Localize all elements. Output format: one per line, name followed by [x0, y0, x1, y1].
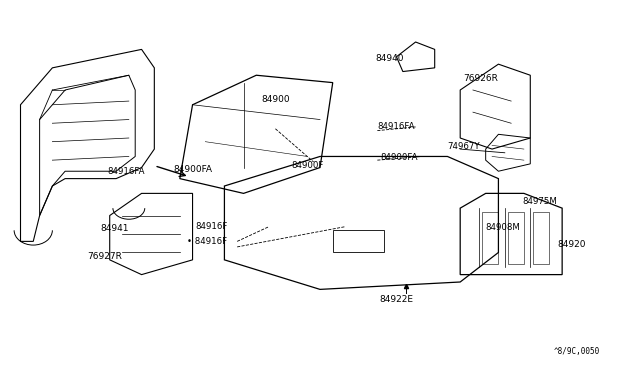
Text: 84920: 84920: [557, 240, 586, 249]
Text: 76927R: 76927R: [87, 251, 122, 261]
Text: 84916FA: 84916FA: [378, 122, 415, 131]
Text: 84916F: 84916F: [195, 222, 228, 231]
Text: • 84916F: • 84916F: [188, 237, 228, 246]
Text: 84941: 84941: [100, 224, 129, 233]
Text: 84922E: 84922E: [380, 295, 413, 304]
Text: 84900FA: 84900FA: [381, 153, 418, 162]
Text: 84975M: 84975M: [523, 197, 557, 206]
Text: 84900: 84900: [261, 95, 290, 104]
Text: 84900FA: 84900FA: [173, 165, 212, 174]
Text: ^8/9C,0050: ^8/9C,0050: [554, 347, 600, 356]
Text: 76926R: 76926R: [463, 74, 499, 83]
Text: 74967Y: 74967Y: [447, 142, 480, 151]
Text: 84900F: 84900F: [291, 161, 323, 170]
Text: 84908M: 84908M: [486, 223, 520, 232]
Text: 84916FA: 84916FA: [107, 167, 145, 176]
Text: 84940: 84940: [376, 54, 404, 63]
